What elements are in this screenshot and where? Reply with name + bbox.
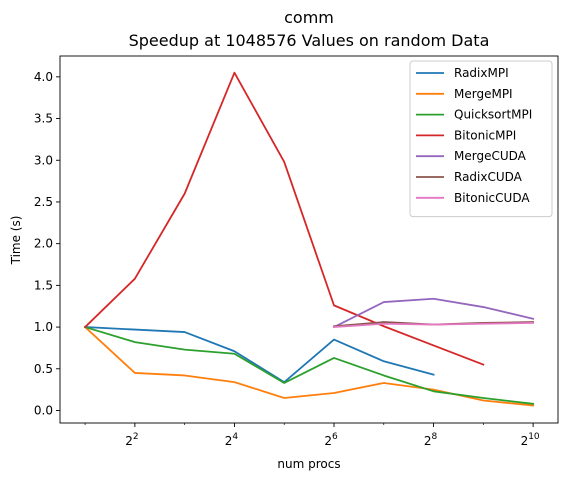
y-tick-label: 0.5 [34,362,53,376]
chart-subtitle: Speedup at 1048576 Values on random Data [129,31,490,50]
x-tick-label: 24 [225,432,239,448]
chart-title: comm [284,8,334,27]
legend-label-mergecuda: MergeCUDA [454,149,527,163]
legend-label-mergempi: MergeMPI [454,87,513,101]
x-tick-label: 210 [521,432,540,448]
series-line-radixmpi [84,326,435,384]
series-line-bitonicmpi [83,71,485,366]
y-tick-label: 2.0 [34,237,53,251]
legend-label-radixcuda: RadixCUDA [454,170,523,184]
y-tick-label: 0.0 [34,403,53,417]
plot-area: 0.0 0.5 1.0 1.5 2.0 2.5 3.0 3.5 4.0 22 24 26 28 210 Ra… [34,55,559,448]
y-tick-label: 1.0 [34,320,53,334]
plot-frame [59,55,559,424]
x-tick-label: 28 [424,432,438,448]
y-tick-label: 1.5 [34,278,53,292]
x-axis-label: num procs [277,457,340,471]
series-line-bitoniccuda [333,321,535,329]
legend-label-radixmpi: RadixMPI [454,66,509,80]
series-line-mergempi [83,325,535,407]
x-tick-label: 22 [125,432,138,448]
y-tick-label: 4.0 [34,70,53,84]
series-line-mergecuda [332,297,535,329]
y-tick-label: 2.5 [34,195,53,209]
y-tick-label: 3.5 [34,112,53,126]
x-tick-label: 26 [324,432,338,448]
y-tick-label: 3.0 [34,153,53,167]
legend-label-quicksortmpi: QuicksortMPI [454,108,532,122]
series-line-quicksortmpi [83,325,535,405]
legend-label-bitoniccuda: BitonicCUDA [454,191,530,205]
legend-label-bitonicmpi: BitonicMPI [454,128,516,142]
y-axis-label: Time (s) [9,216,23,266]
legend-box [409,60,553,218]
